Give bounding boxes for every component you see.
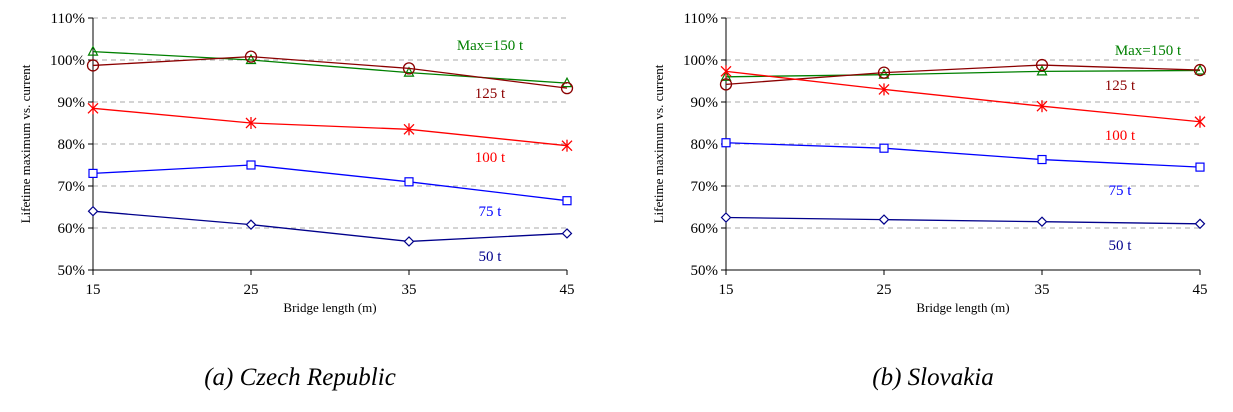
- x-tick-label: 25: [244, 282, 259, 298]
- series-label-50-t: 50 t: [1109, 238, 1133, 254]
- series-label-100-t: 100 t: [475, 150, 506, 166]
- data-point-75-t: [721, 138, 731, 148]
- series-line-50-t: [725, 216, 1201, 225]
- chart-caption: (a) Czech Republic: [204, 364, 396, 391]
- series-label-100-t: 100 t: [1105, 128, 1136, 144]
- y-tick-label: 100%: [50, 53, 85, 69]
- y-tick-label: 80%: [58, 137, 86, 153]
- y-tick-label: 90%: [691, 95, 719, 111]
- x-tick-label: 45: [1193, 282, 1208, 298]
- y-axis-title: Lifetime maximum vs. current: [651, 64, 666, 223]
- data-point-50-t: [878, 214, 890, 225]
- series-line-125-t: [725, 64, 1201, 86]
- y-tick-label: 90%: [58, 95, 86, 111]
- data-point-50-t: [1194, 218, 1206, 230]
- data-point-50-t: [561, 228, 573, 239]
- data-point-50-t: [245, 219, 257, 230]
- data-point-max-150-t: [561, 76, 573, 88]
- series-line-100-t: [92, 107, 568, 147]
- y-tick-label: 50%: [58, 263, 86, 279]
- x-tick-label: 15: [86, 282, 101, 298]
- y-tick-label: 50%: [691, 263, 719, 279]
- series-label-max-150-t: Max=150 t: [457, 38, 524, 54]
- series-line-max-150-t: [725, 69, 1201, 78]
- data-point-125-t: [1193, 63, 1207, 77]
- y-axis-title: Lifetime maximum vs. current: [18, 64, 33, 223]
- data-point-75-t: [404, 177, 414, 187]
- x-tick-label: 25: [877, 282, 892, 298]
- data-point-125-t: [1035, 58, 1049, 72]
- y-tick-label: 110%: [51, 11, 85, 27]
- data-point-75-t: [562, 196, 572, 206]
- series-line-125-t: [92, 55, 568, 89]
- data-point-50-t: [720, 212, 732, 223]
- x-axis-title: Bridge length (m): [283, 300, 376, 315]
- x-tick-label: 35: [1035, 282, 1050, 298]
- y-tick-label: 100%: [683, 53, 718, 69]
- chart-panel-slovakia: 50% 60% 70% 80% 90% 100% 110% 15 25 35 45 Bridge le…: [633, 0, 1233, 412]
- data-point-max-150-t: [245, 53, 257, 65]
- x-tick-label: 35: [402, 282, 417, 298]
- data-point-max-150-t: [403, 66, 415, 77]
- data-point-100-t: [1194, 115, 1206, 128]
- y-tick-label: 80%: [691, 137, 719, 153]
- series-line-75-t: [92, 164, 568, 202]
- x-tick-label: 15: [719, 282, 734, 298]
- data-point-125-t: [719, 78, 733, 91]
- data-point-75-t: [879, 143, 889, 153]
- series-line-50-t: [92, 210, 568, 243]
- data-point-75-t: [1195, 162, 1205, 172]
- data-point-125-t: [877, 66, 891, 79]
- data-point-75-t: [246, 160, 256, 170]
- series-label-125-t: 125 t: [1105, 78, 1136, 94]
- y-tick-label: 70%: [58, 179, 86, 195]
- data-point-125-t: [402, 62, 416, 75]
- series-label-125-t: 125 t: [475, 86, 506, 102]
- x-tick-label: 45: [560, 282, 575, 298]
- data-point-50-t: [1036, 216, 1048, 228]
- data-point-max-150-t: [87, 45, 99, 56]
- x-axis-title: Bridge length (m): [916, 300, 1009, 315]
- data-point-max-150-t: [720, 70, 732, 81]
- line-chart-slovakia: 50% 60% 70% 80% 90% 100% 110% 15 25 35 45 Bridge le…: [651, 11, 1208, 315]
- data-point-75-t: [1037, 154, 1047, 165]
- data-point-125-t: [560, 81, 574, 95]
- chart-caption: (b) Slovakia: [872, 364, 994, 391]
- data-point-50-t: [403, 236, 415, 247]
- data-point-50-t: [87, 205, 99, 217]
- chart-panel-czech-republic: 50% 60% 70% 80% 90% 100% 110% 15 25 35 45 Bridge le…: [0, 0, 600, 412]
- data-point-100-t: [87, 102, 99, 115]
- series-line-75-t: [725, 142, 1201, 168]
- data-point-100-t: [720, 65, 732, 78]
- series-line-100-t: [725, 70, 1201, 123]
- data-point-75-t: [88, 168, 98, 178]
- series-label-75-t: 75 t: [1109, 183, 1133, 199]
- data-point-100-t: [245, 117, 257, 129]
- data-point-125-t: [244, 50, 258, 63]
- data-point-125-t: [86, 59, 100, 72]
- data-point-100-t: [878, 83, 890, 96]
- y-tick-label: 60%: [58, 221, 86, 237]
- series-label-50-t: 50 t: [479, 249, 503, 265]
- y-tick-label: 60%: [691, 221, 719, 237]
- data-point-100-t: [1036, 100, 1048, 113]
- data-point-100-t: [561, 139, 573, 152]
- series-label-75-t: 75 t: [479, 204, 503, 220]
- data-point-100-t: [403, 123, 415, 136]
- line-chart-czech-republic: 50% 60% 70% 80% 90% 100% 110% 15 25 35 45 Bridge le…: [18, 11, 575, 315]
- series-line-max-150-t: [92, 50, 568, 84]
- y-tick-label: 110%: [684, 11, 718, 27]
- series-label-max-150-t: Max=150 t: [1115, 43, 1182, 59]
- y-tick-label: 70%: [691, 179, 719, 195]
